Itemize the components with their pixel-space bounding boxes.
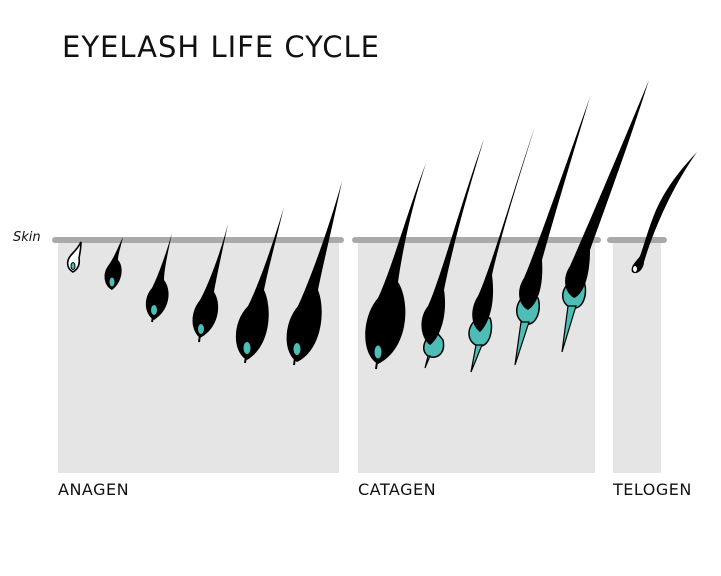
anagen-lash-2 bbox=[104, 237, 123, 290]
diagram-title: EYELASH LIFE CYCLE bbox=[62, 30, 380, 64]
catagen-lash-3 bbox=[468, 126, 535, 373]
telogen-lashes bbox=[631, 152, 697, 274]
anagen-lash-1 bbox=[66, 241, 82, 273]
catagen-lash-2 bbox=[421, 139, 484, 369]
anagen-lash-6 bbox=[286, 181, 342, 366]
catagen-lashes bbox=[365, 80, 649, 373]
skin-label: Skin bbox=[13, 230, 41, 245]
telogen-panel bbox=[613, 240, 661, 473]
catagen-lash-1 bbox=[365, 163, 426, 370]
anagen-lashes bbox=[66, 181, 342, 366]
catagen-lash-4 bbox=[514, 97, 590, 366]
phase-label-anagen: ANAGEN bbox=[58, 480, 130, 499]
phase-label-catagen: CATAGEN bbox=[358, 480, 437, 499]
catagen-lash-5 bbox=[561, 80, 649, 353]
anagen-lash-3 bbox=[145, 233, 172, 323]
anagen-lash-5 bbox=[235, 207, 284, 364]
telogen-lash-1 bbox=[631, 152, 697, 274]
anagen-lash-4 bbox=[192, 224, 228, 343]
phase-label-telogen: TELOGEN bbox=[613, 480, 692, 499]
